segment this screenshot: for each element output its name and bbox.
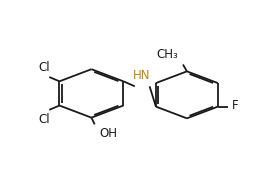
Text: OH: OH bbox=[99, 127, 117, 140]
Text: Cl: Cl bbox=[38, 61, 50, 74]
Text: HN: HN bbox=[133, 69, 151, 82]
Text: Cl: Cl bbox=[38, 113, 50, 126]
Text: F: F bbox=[232, 99, 238, 112]
Text: CH₃: CH₃ bbox=[157, 48, 178, 61]
